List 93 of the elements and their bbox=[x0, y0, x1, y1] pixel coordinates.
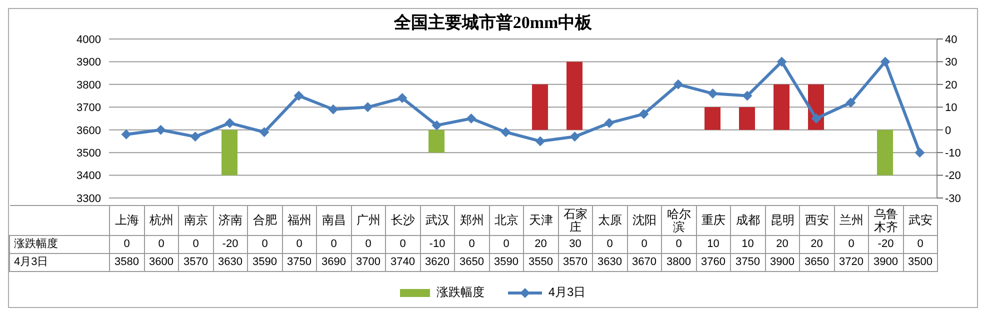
x-tick-label: 长沙 bbox=[386, 206, 420, 236]
data-label: 3570 bbox=[178, 254, 213, 272]
x-tick-label: 南京 bbox=[178, 206, 213, 236]
x-tick-label: 西安 bbox=[800, 206, 834, 236]
y-tick-label: 3800 bbox=[76, 79, 101, 92]
x-tick-label: 太原 bbox=[592, 206, 627, 236]
data-label: 0 bbox=[592, 236, 627, 254]
x-tick-label: 重庆 bbox=[696, 206, 730, 236]
data-label: 0 bbox=[178, 236, 213, 254]
data-label: 0 bbox=[144, 236, 178, 254]
data-label: 3580 bbox=[110, 254, 144, 272]
x-tick-label: 南昌 bbox=[316, 206, 351, 236]
data-label: 3760 bbox=[696, 254, 730, 272]
data-label: 3700 bbox=[351, 254, 386, 272]
data-label: 3630 bbox=[213, 254, 248, 272]
data-label: 0 bbox=[282, 236, 316, 254]
x-tick-label: 石家庄 bbox=[558, 206, 592, 236]
y2-tick-label: 20 bbox=[945, 79, 958, 92]
y-tick-label: 3300 bbox=[76, 192, 101, 205]
y-tick-label: 3400 bbox=[76, 170, 101, 182]
x-tick-label: 北京 bbox=[489, 206, 524, 236]
y2-tick-label: 30 bbox=[945, 56, 958, 69]
data-label: 20 bbox=[800, 236, 834, 254]
y-tick-label: 3900 bbox=[76, 56, 101, 69]
data-label: 3750 bbox=[282, 254, 316, 272]
x-tick-label: 沈阳 bbox=[627, 206, 662, 236]
data-label: 3590 bbox=[489, 254, 524, 272]
data-label: 20 bbox=[765, 236, 800, 254]
y-tick-label: 3700 bbox=[76, 102, 101, 114]
data-label: 0 bbox=[489, 236, 524, 254]
chart-title: 全国主要城市普20mm中板 bbox=[392, 12, 594, 33]
data-label: 3550 bbox=[524, 254, 558, 272]
data-label: 3500 bbox=[903, 254, 938, 272]
data-label: 0 bbox=[454, 236, 489, 254]
data-label: -10 bbox=[420, 236, 454, 254]
x-tick-label: 济南 bbox=[213, 206, 248, 236]
y-tick-label: 4000 bbox=[76, 34, 101, 46]
data-label: 0 bbox=[627, 236, 662, 254]
y2-tick-label: 40 bbox=[945, 34, 958, 46]
data-label: 30 bbox=[558, 236, 592, 254]
x-tick-label: 武安 bbox=[903, 206, 938, 236]
data-label: 0 bbox=[351, 236, 386, 254]
x-tick-label: 乌鲁木齐 bbox=[868, 206, 903, 236]
data-label: -20 bbox=[213, 236, 248, 254]
x-tick-label: 昆明 bbox=[765, 206, 800, 236]
text: 4月3日 bbox=[14, 256, 48, 268]
y2-tick-label: -30 bbox=[945, 192, 961, 205]
data-label: 10 bbox=[696, 236, 730, 254]
x-tick-label: 福州 bbox=[282, 206, 316, 236]
x-tick-label: 合肥 bbox=[248, 206, 282, 236]
y-tick-label: 3600 bbox=[76, 124, 101, 137]
data-label: 0 bbox=[662, 236, 696, 254]
data-label: 3720 bbox=[834, 254, 868, 272]
x-tick-label: 广州 bbox=[351, 206, 386, 236]
data-label: 3570 bbox=[558, 254, 592, 272]
data-label: 20 bbox=[524, 236, 558, 254]
data-label: 3650 bbox=[800, 254, 834, 272]
y2-tick-label: -20 bbox=[945, 170, 961, 182]
x-tick-label: 天津 bbox=[524, 206, 558, 236]
x-tick-label: 哈尔滨 bbox=[662, 206, 696, 236]
data-label: 3900 bbox=[765, 254, 800, 272]
data-label: 3900 bbox=[868, 254, 903, 272]
y2-tick-label: -10 bbox=[945, 147, 961, 160]
data-label: 3600 bbox=[144, 254, 178, 272]
data-label: 0 bbox=[248, 236, 282, 254]
data-label: 10 bbox=[730, 236, 765, 254]
x-tick-label: 郑州 bbox=[454, 206, 489, 236]
y-tick-label: 3500 bbox=[76, 147, 101, 160]
data-label: 3620 bbox=[420, 254, 454, 272]
x-tick-label: 上海 bbox=[110, 206, 144, 236]
data-label: -20 bbox=[868, 236, 903, 254]
data-label: 0 bbox=[386, 236, 420, 254]
data-label: 3670 bbox=[627, 254, 662, 272]
data-label: 3650 bbox=[454, 254, 489, 272]
data-label: 0 bbox=[903, 236, 938, 254]
x-tick-label: 杭州 bbox=[144, 206, 178, 236]
data-label: 0 bbox=[316, 236, 351, 254]
data-label: 3740 bbox=[386, 254, 420, 272]
y2-tick-label: 0 bbox=[945, 124, 952, 137]
x-tick-label: 武汉 bbox=[420, 206, 454, 236]
legend-label: 4月3日 bbox=[548, 284, 586, 301]
data-label: 3750 bbox=[730, 254, 765, 272]
x-tick-label: 兰州 bbox=[834, 206, 868, 236]
legend-label: 涨跌幅度 bbox=[436, 284, 484, 301]
x-tick-label: 成都 bbox=[730, 206, 765, 236]
data-label: 3630 bbox=[592, 254, 627, 272]
y2-tick-label: 10 bbox=[945, 102, 958, 114]
data-label: 3800 bbox=[662, 254, 696, 272]
data-label: 0 bbox=[110, 236, 144, 254]
text: 涨跌幅度 bbox=[14, 238, 58, 250]
data-label: 0 bbox=[834, 236, 868, 254]
data-label: 3690 bbox=[316, 254, 351, 272]
data-label: 3590 bbox=[248, 254, 282, 272]
